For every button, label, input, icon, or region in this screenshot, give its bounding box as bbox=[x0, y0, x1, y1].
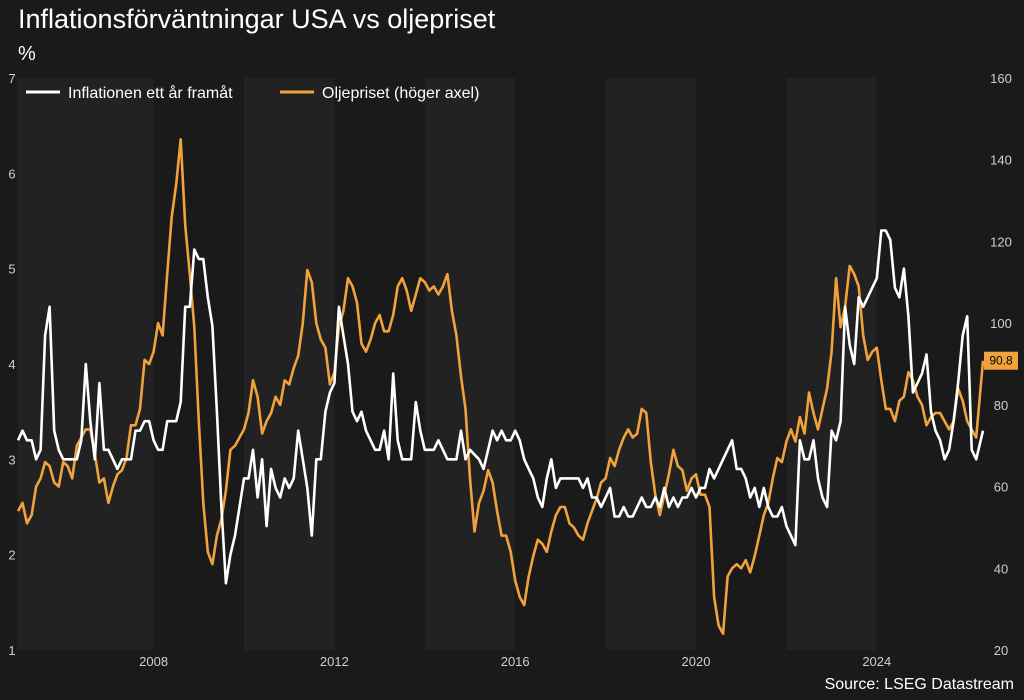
background-band bbox=[876, 78, 983, 650]
background-band bbox=[153, 78, 244, 650]
y-right-tick-label: 20 bbox=[994, 643, 1008, 658]
x-tick-label: 2016 bbox=[501, 654, 530, 669]
y-right-tick-label: 120 bbox=[990, 234, 1012, 249]
background-band bbox=[786, 78, 877, 650]
y-right-tick-label: 40 bbox=[994, 561, 1008, 576]
background-band bbox=[605, 78, 696, 650]
y-right-tick-label: 140 bbox=[990, 153, 1012, 168]
background-band bbox=[424, 78, 516, 650]
y-right-tick-label: 100 bbox=[990, 316, 1012, 331]
background-band bbox=[334, 78, 425, 650]
y-left-tick-label: 6 bbox=[8, 166, 15, 181]
background-band bbox=[515, 78, 606, 650]
x-tick-label: 2024 bbox=[862, 654, 891, 669]
chart-title: Inflationsförväntningar USA vs oljeprise… bbox=[18, 4, 496, 34]
background-band bbox=[695, 78, 787, 650]
source-note: Source: LSEG Datastream bbox=[824, 676, 1014, 693]
y-right-tick-label: 160 bbox=[990, 71, 1012, 86]
y-left-tick-label: 1 bbox=[8, 643, 15, 658]
inflation-series-line bbox=[16, 229, 985, 585]
y-left-tick-label: 7 bbox=[8, 71, 15, 86]
y-right-tick-label: 60 bbox=[994, 480, 1008, 495]
last-value-label: 90.8 bbox=[989, 354, 1013, 368]
y-left-tick-label: 2 bbox=[8, 548, 15, 563]
oil-series-line bbox=[16, 138, 985, 635]
legend-label: Oljepriset (höger axel) bbox=[322, 85, 479, 102]
x-tick-label: 2012 bbox=[320, 654, 349, 669]
x-tick-label: 2020 bbox=[682, 654, 711, 669]
y-left-tick-label: 4 bbox=[8, 357, 15, 372]
legend-label: Inflationen ett år framåt bbox=[68, 84, 233, 102]
left-axis-unit: % bbox=[18, 43, 36, 65]
last-value-badge bbox=[984, 351, 1018, 370]
y-left-tick-label: 3 bbox=[8, 452, 15, 467]
x-tick-label: 2008 bbox=[139, 654, 168, 669]
background-band bbox=[243, 78, 335, 650]
y-left-tick-label: 5 bbox=[8, 262, 15, 277]
y-right-tick-label: 80 bbox=[994, 398, 1008, 413]
